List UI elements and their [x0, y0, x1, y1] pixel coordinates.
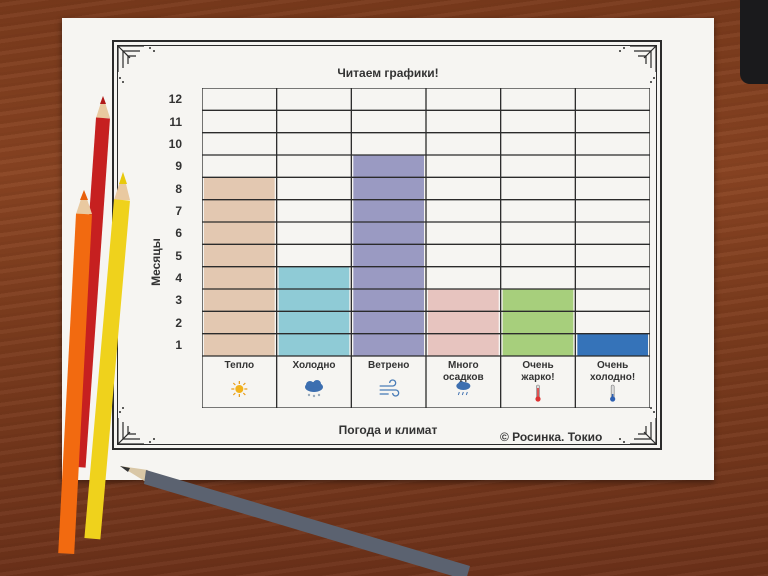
wind-icon	[379, 379, 400, 397]
category-label-line: Ветрено	[367, 360, 410, 371]
corner-ornament-br	[619, 407, 657, 445]
cold-thermometer-icon	[610, 384, 616, 402]
bar-6	[577, 333, 648, 356]
corner-ornament-tl	[117, 45, 155, 83]
bar-chart	[202, 88, 650, 408]
gray-pencil	[120, 466, 470, 576]
y-tick-label: 2	[175, 315, 182, 330]
x-axis-label: Погода и климат	[338, 423, 438, 437]
corner-ornament-tr	[619, 45, 657, 83]
category-label-line: осадков	[442, 372, 484, 383]
y-tick-label: 12	[168, 92, 182, 107]
copyright-credit: © Росинка. Токио	[500, 430, 603, 444]
bar-4	[428, 289, 499, 356]
y-tick-label: 8	[175, 181, 182, 196]
y-tick-label: 1	[175, 337, 182, 352]
category-label: Очень жарко!	[501, 360, 576, 384]
y-tick-label: 3	[175, 293, 182, 308]
category-label: Много осадков	[426, 360, 501, 384]
category-label: Ветрено	[351, 360, 426, 372]
category-label-line: холодно!	[590, 372, 636, 383]
worksheet-paper: Читаем графики! Месяцы 1 2 3 4 5 6 7 8 9 10 11 12 Т…	[62, 18, 714, 480]
orange-pencil	[58, 190, 92, 554]
category-label-line: Очень	[522, 360, 554, 371]
category-label-line: Тепло	[224, 360, 255, 371]
category-label: Тепло	[202, 360, 277, 372]
snow-cloud-icon	[305, 380, 323, 398]
category-label-line: Много	[448, 360, 479, 371]
category-label-line: жарко!	[521, 372, 555, 383]
y-tick-label: 9	[175, 159, 182, 174]
y-tick-label: 10	[168, 136, 182, 151]
category-label-line: Холодно	[292, 360, 336, 371]
chart-title: Читаем графики!	[337, 66, 439, 80]
rain-cloud-icon	[456, 381, 471, 396]
bar-5	[502, 289, 574, 356]
sun-icon	[231, 381, 248, 397]
y-tick-label: 6	[175, 226, 182, 241]
yellow-pencil	[84, 172, 130, 540]
y-tick-label: 11	[169, 114, 182, 129]
corner-ornament-bl	[117, 407, 155, 445]
dark-object	[740, 0, 768, 84]
hot-thermometer-icon	[535, 384, 541, 402]
y-tick-label: 5	[175, 248, 182, 263]
bar-3	[353, 155, 424, 356]
category-label: Очень холодно!	[575, 360, 650, 384]
y-tick-label: 7	[175, 203, 182, 218]
category-label: Холодно	[277, 360, 352, 372]
category-label-line: Очень	[596, 360, 629, 371]
y-tick-label: 4	[175, 270, 182, 285]
